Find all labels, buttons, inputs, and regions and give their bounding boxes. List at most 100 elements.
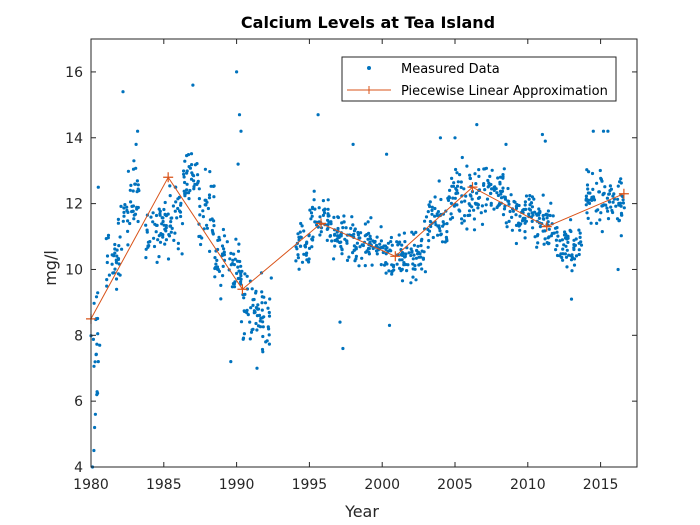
data-point bbox=[387, 323, 392, 327]
data-point bbox=[514, 213, 518, 217]
data-point bbox=[319, 230, 323, 234]
data-point bbox=[570, 255, 575, 259]
data-point bbox=[622, 206, 626, 210]
data-point bbox=[499, 190, 504, 194]
data-point bbox=[616, 197, 620, 201]
data-point bbox=[579, 243, 584, 247]
data-point bbox=[91, 337, 95, 341]
data-point bbox=[532, 197, 536, 201]
data-point bbox=[115, 261, 119, 265]
data-point bbox=[552, 231, 556, 235]
data-point bbox=[460, 155, 464, 160]
data-point bbox=[98, 343, 102, 347]
data-point bbox=[352, 229, 357, 233]
data-point bbox=[531, 226, 535, 230]
data-point bbox=[504, 221, 508, 225]
data-point bbox=[397, 242, 401, 246]
data-point bbox=[326, 214, 330, 218]
data-point bbox=[183, 159, 187, 163]
data-point bbox=[558, 239, 562, 243]
data-point bbox=[541, 229, 545, 233]
data-point bbox=[440, 240, 445, 244]
data-point bbox=[321, 199, 325, 203]
data-point bbox=[546, 209, 551, 213]
data-point bbox=[242, 296, 246, 300]
data-point bbox=[333, 244, 337, 248]
data-point bbox=[261, 325, 265, 329]
data-point bbox=[619, 234, 623, 238]
data-point bbox=[234, 237, 238, 241]
data-point bbox=[182, 172, 186, 176]
data-point bbox=[541, 217, 545, 221]
data-point bbox=[144, 223, 148, 227]
data-point bbox=[298, 230, 302, 234]
data-point bbox=[514, 241, 519, 246]
data-point bbox=[451, 184, 456, 188]
data-point bbox=[489, 182, 493, 187]
data-point bbox=[212, 224, 216, 228]
data-point bbox=[590, 171, 595, 176]
data-point bbox=[608, 184, 613, 188]
data-point bbox=[198, 204, 202, 208]
data-point bbox=[561, 247, 565, 251]
data-point bbox=[618, 180, 622, 184]
data-point bbox=[523, 236, 527, 240]
data-point bbox=[235, 70, 239, 74]
data-point bbox=[164, 238, 168, 242]
data-point bbox=[325, 238, 329, 242]
data-point bbox=[255, 328, 259, 332]
data-point bbox=[322, 211, 327, 215]
data-point bbox=[259, 316, 263, 320]
data-point bbox=[158, 209, 162, 213]
data-point bbox=[146, 240, 150, 244]
data-point bbox=[520, 219, 525, 223]
data-point bbox=[307, 246, 312, 250]
data-point bbox=[161, 233, 165, 237]
data-point bbox=[161, 219, 165, 224]
data-point bbox=[379, 239, 383, 243]
data-point bbox=[267, 327, 271, 331]
data-point bbox=[439, 232, 443, 236]
data-point bbox=[609, 187, 614, 191]
data-point bbox=[533, 210, 537, 214]
axes-box bbox=[90, 38, 638, 468]
data-point bbox=[399, 269, 403, 273]
data-point bbox=[518, 214, 522, 218]
data-point bbox=[237, 113, 242, 117]
data-point bbox=[120, 247, 124, 251]
data-point bbox=[451, 196, 455, 200]
legend-box bbox=[341, 56, 617, 102]
data-point bbox=[501, 175, 505, 179]
data-point bbox=[180, 222, 185, 226]
data-point bbox=[158, 240, 163, 244]
data-point bbox=[605, 196, 610, 200]
data-point bbox=[585, 211, 589, 215]
data-point bbox=[445, 237, 449, 241]
data-point bbox=[356, 233, 360, 237]
data-point bbox=[496, 193, 500, 198]
data-point bbox=[217, 269, 221, 273]
data-point bbox=[136, 183, 140, 187]
data-point bbox=[458, 209, 462, 213]
data-point bbox=[299, 221, 303, 226]
data-point bbox=[311, 235, 315, 239]
data-point bbox=[565, 265, 569, 269]
approximation-breakpoint bbox=[316, 218, 327, 229]
data-point bbox=[205, 226, 209, 230]
data-point bbox=[603, 185, 607, 189]
data-point bbox=[220, 254, 224, 258]
data-point bbox=[475, 202, 479, 206]
data-point bbox=[184, 191, 188, 195]
data-point bbox=[122, 210, 126, 214]
data-point bbox=[253, 310, 257, 314]
data-point bbox=[118, 235, 122, 239]
data-point bbox=[196, 181, 200, 185]
data-point bbox=[448, 217, 453, 221]
data-point bbox=[209, 184, 213, 188]
data-point bbox=[504, 142, 508, 146]
data-point bbox=[412, 243, 416, 247]
data-point bbox=[357, 264, 361, 268]
data-point bbox=[577, 228, 581, 232]
data-point bbox=[452, 181, 456, 185]
data-point bbox=[555, 244, 559, 248]
